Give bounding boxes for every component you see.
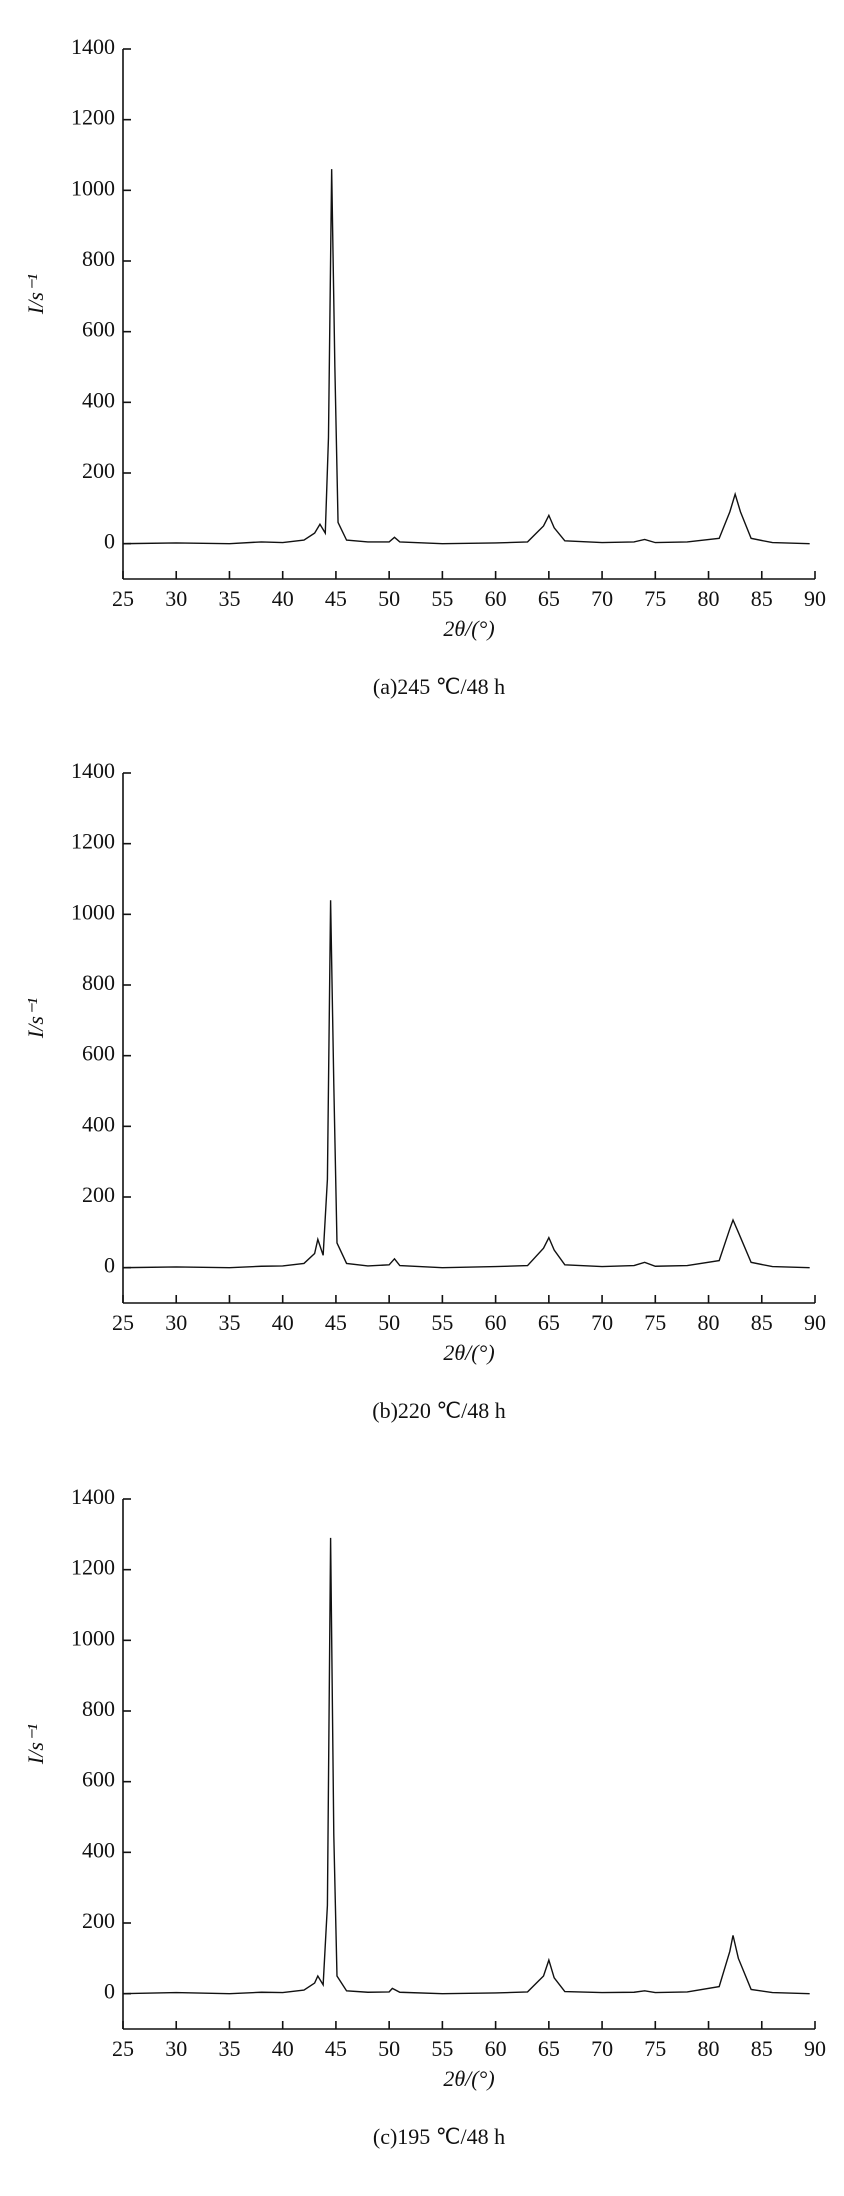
x-tick-label: 70 <box>591 1310 613 1335</box>
caption: (a)245 ℃/48 h <box>373 674 505 699</box>
y-tick-label: 0 <box>104 1979 115 2004</box>
x-axis-label: 2θ/(°) <box>443 2066 494 2091</box>
x-tick-label: 80 <box>698 1310 720 1335</box>
x-tick-label: 35 <box>218 2036 240 2061</box>
x-tick-label: 85 <box>751 2036 773 2061</box>
y-tick-label: 200 <box>82 458 115 483</box>
x-tick-label: 30 <box>165 586 187 611</box>
x-tick-label: 90 <box>804 1310 826 1335</box>
x-tick-label: 80 <box>698 2036 720 2061</box>
caption: (b)220 ℃/48 h <box>372 1398 505 1423</box>
x-tick-label: 60 <box>485 2036 507 2061</box>
y-axis-label: I/s⁻¹ <box>23 1724 48 1765</box>
x-tick-label: 85 <box>751 586 773 611</box>
y-tick-label: 1200 <box>71 829 115 854</box>
y-tick-label: 1400 <box>71 758 115 783</box>
x-tick-label: 60 <box>485 1310 507 1335</box>
x-tick-label: 45 <box>325 586 347 611</box>
y-tick-label: 1400 <box>71 1484 115 1509</box>
x-tick-label: 45 <box>325 2036 347 2061</box>
x-tick-label: 50 <box>378 586 400 611</box>
x-tick-label: 55 <box>431 1310 453 1335</box>
x-tick-label: 40 <box>272 586 294 611</box>
x-tick-label: 70 <box>591 2036 613 2061</box>
x-tick-label: 25 <box>112 586 134 611</box>
y-tick-label: 1000 <box>71 899 115 924</box>
xrd-line <box>122 1537 810 1995</box>
y-tick-label: 800 <box>82 1696 115 1721</box>
x-tick-label: 85 <box>751 1310 773 1335</box>
y-tick-label: 400 <box>82 387 115 412</box>
x-tick-label: 25 <box>112 2036 134 2061</box>
x-tick-label: 75 <box>644 586 666 611</box>
x-tick-label: 90 <box>804 2036 826 2061</box>
y-tick-label: 400 <box>82 1837 115 1862</box>
x-tick-label: 75 <box>644 2036 666 2061</box>
x-tick-label: 25 <box>112 1310 134 1335</box>
x-axis-label: 2θ/(°) <box>443 1340 494 1365</box>
y-tick-label: 200 <box>82 1182 115 1207</box>
x-tick-label: 40 <box>272 1310 294 1335</box>
x-tick-label: 65 <box>538 586 560 611</box>
x-tick-label: 50 <box>378 2036 400 2061</box>
y-tick-label: 1200 <box>71 1555 115 1580</box>
y-tick-label: 200 <box>82 1908 115 1933</box>
y-tick-label: 400 <box>82 1111 115 1136</box>
y-tick-label: 1200 <box>71 105 115 130</box>
xrd-line <box>122 169 810 545</box>
x-tick-label: 40 <box>272 2036 294 2061</box>
x-tick-label: 30 <box>165 1310 187 1335</box>
x-axis-label: 2θ/(°) <box>443 616 494 641</box>
x-tick-label: 65 <box>538 1310 560 1335</box>
x-tick-label: 65 <box>538 2036 560 2061</box>
y-tick-label: 0 <box>104 1253 115 1278</box>
x-tick-label: 90 <box>804 586 826 611</box>
y-tick-label: 1000 <box>71 175 115 200</box>
x-tick-label: 35 <box>218 586 240 611</box>
x-tick-label: 45 <box>325 1310 347 1335</box>
x-tick-label: 80 <box>698 586 720 611</box>
y-tick-label: 1000 <box>71 1625 115 1650</box>
caption: (c)195 ℃/48 h <box>373 2124 505 2149</box>
y-tick-label: 800 <box>82 970 115 995</box>
y-tick-label: 600 <box>82 1767 115 1792</box>
x-tick-label: 35 <box>218 1310 240 1335</box>
y-tick-label: 800 <box>82 246 115 271</box>
y-tick-label: 1400 <box>71 34 115 59</box>
xrd-line <box>122 900 810 1269</box>
x-tick-label: 75 <box>644 1310 666 1335</box>
y-tick-label: 0 <box>104 529 115 554</box>
y-axis-label: I/s⁻¹ <box>23 274 48 315</box>
x-tick-label: 50 <box>378 1310 400 1335</box>
x-tick-label: 70 <box>591 586 613 611</box>
y-tick-label: 600 <box>82 317 115 342</box>
y-tick-label: 600 <box>82 1041 115 1066</box>
x-tick-label: 55 <box>431 586 453 611</box>
x-tick-label: 60 <box>485 586 507 611</box>
y-axis-label: I/s⁻¹ <box>23 998 48 1039</box>
x-tick-label: 30 <box>165 2036 187 2061</box>
x-tick-label: 55 <box>431 2036 453 2061</box>
